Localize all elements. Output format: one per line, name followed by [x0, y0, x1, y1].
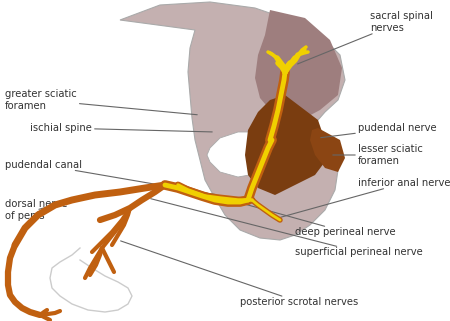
Polygon shape	[120, 2, 345, 240]
Text: posterior scrotal nerves: posterior scrotal nerves	[121, 241, 358, 307]
Text: pudendal canal: pudendal canal	[5, 160, 215, 195]
Text: superficial perineal nerve: superficial perineal nerve	[151, 199, 423, 257]
Text: inferior anal nerve: inferior anal nerve	[281, 178, 450, 217]
Text: greater sciatic
foramen: greater sciatic foramen	[5, 89, 197, 115]
Text: dorsal nerve
of penis: dorsal nerve of penis	[5, 199, 67, 221]
Polygon shape	[245, 95, 330, 195]
Polygon shape	[310, 128, 345, 172]
Text: sacral spinal
nerves: sacral spinal nerves	[297, 11, 433, 64]
Polygon shape	[207, 132, 272, 177]
Polygon shape	[255, 10, 342, 118]
Text: lesser sciatic
foramen: lesser sciatic foramen	[333, 144, 423, 166]
Text: ischial spine: ischial spine	[30, 123, 212, 133]
Text: pudendal nerve: pudendal nerve	[321, 123, 436, 138]
Text: deep perineal nerve: deep perineal nerve	[233, 201, 396, 237]
